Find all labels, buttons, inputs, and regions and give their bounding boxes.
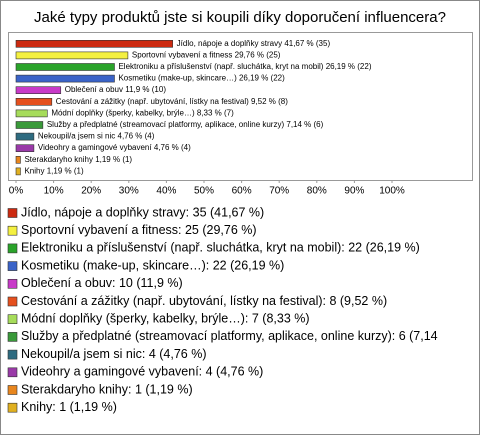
legend-swatch (7, 261, 18, 271)
legend-swatch (7, 278, 18, 289)
bar-category: Služby a předplatné (streamovací platfor… (47, 120, 285, 129)
bar-label: Módní doplňky (šperky, kabelky, brýle…) … (51, 109, 234, 118)
bar-label: Elektroniku a příslušenství (např. sluch… (118, 62, 371, 71)
value-label: 4,76 % (4) (154, 143, 191, 152)
x-tick-label: 40% (156, 186, 176, 197)
bar-category: Cestování a zážitky (např. ubytování, lí… (56, 97, 249, 106)
value-label: 29,76 % (25) (235, 51, 281, 60)
legend-label: Knihy: 1 (1,19 %) (21, 400, 117, 414)
bar (15, 132, 35, 141)
x-tick-label: 90% (344, 186, 364, 197)
value-label: 1,19 % (1) (95, 155, 132, 164)
legend-label: Elektroniku a příslušenství (např. sluch… (21, 241, 420, 255)
bar-category: Sportovní vybavení a fitness (132, 51, 233, 60)
bar-label: Nekoupil/a jsem si nic 4,76 % (4) (38, 132, 155, 141)
bar-category: Jídlo, nápoje a doplňky stravy (177, 39, 282, 48)
legend-label: Kosmetiku (make-up, skincare…): 22 (26,1… (21, 258, 284, 272)
x-tick-label: 80% (307, 186, 327, 197)
legend-label: Módní doplňky (šperky, kabelky, brýle…):… (21, 311, 310, 325)
bar-category: Videohry a gamingové vybavení (38, 143, 152, 152)
bar (15, 74, 115, 83)
x-tick-label: 20% (81, 186, 101, 197)
bar-label: Služby a předplatné (streamovací platfor… (47, 120, 324, 129)
bar (15, 86, 62, 94)
bar (15, 109, 48, 118)
value-label: 1,19 % (1) (47, 167, 84, 176)
legend-label: Jídlo, nápoje a doplňky stravy: 35 (41,6… (21, 205, 264, 219)
bar (15, 144, 35, 152)
legend-label: Služby a předplatné (streamovací platfor… (21, 329, 438, 343)
bar-category: Oblečení a obuv (65, 85, 123, 94)
legend-label: Sterakdaryho knihy: 1 (1,19 %) (21, 382, 193, 396)
bar-category: Sterakdaryho knihy (24, 155, 92, 164)
legend-swatch (7, 402, 18, 413)
bar-category: Kosmetiku (make-up, skincare…) (118, 74, 237, 83)
legend-label: Nekoupil/a jsem si nic: 4 (4,76 %) (21, 347, 207, 361)
legend-swatch (7, 385, 18, 395)
value-label: 4,76 % (4) (118, 132, 155, 141)
legend-label: Sportovní vybavení a fitness: 25 (29,76 … (21, 223, 257, 237)
bar-category: Knihy (24, 167, 44, 176)
x-tick-label: 30% (119, 186, 139, 197)
value-label: 11,9 % (10) (125, 85, 166, 94)
legend-swatch (7, 296, 18, 307)
bar-label: Knihy 1,19 % (1) (24, 167, 83, 176)
x-tick-label: 10% (44, 186, 64, 197)
value-label: 8,33 % (7) (197, 109, 234, 118)
x-tick-label: 50% (194, 186, 214, 197)
bar-label: Sterakdaryho knihy 1,19 % (1) (24, 155, 132, 164)
bar-label: Oblečení a obuv 11,9 % (10) (65, 85, 167, 94)
value-label: 41,67 % (35) (284, 39, 330, 48)
value-label: 7,14 % (6) (286, 120, 323, 129)
chart-title: Jaké typy produktů jste si koupili díky … (34, 9, 446, 26)
legend-swatch (7, 349, 18, 360)
bar-label: Jídlo, nápoje a doplňky stravy 41,67 % (… (177, 39, 331, 48)
bar (15, 156, 21, 164)
legend-label: Cestování a zážitky (např. ubytování, lí… (21, 294, 387, 308)
bar (15, 98, 53, 106)
legend-swatch (7, 314, 18, 325)
value-label: 26,19 % (22) (239, 74, 285, 83)
x-tick-label: 100% (379, 186, 405, 197)
legend-swatch (7, 225, 18, 236)
bar-category: Elektroniku a příslušenství (např. sluch… (118, 62, 323, 71)
bar (15, 39, 173, 48)
bar-label: Videohry a gamingové vybavení 4,76 % (4) (38, 143, 191, 152)
legend-swatch (7, 243, 18, 254)
x-tick-label: 0% (9, 186, 24, 197)
x-tick-label: 70% (269, 186, 289, 197)
bar (15, 121, 44, 129)
bar-label: Cestování a zážitky (např. ubytování, lí… (56, 97, 288, 106)
bar-category: Módní doplňky (šperky, kabelky, brýle…) (51, 109, 195, 118)
legend-label: Videohry a gamingové vybavení: 4 (4,76 %… (21, 365, 263, 379)
legend-swatch (7, 208, 18, 218)
bar-label: Kosmetiku (make-up, skincare…) 26,19 % (… (118, 74, 285, 83)
value-label: 9,52 % (8) (251, 97, 288, 106)
legend-label: Oblečení a obuv: 10 (11,9 %) (21, 276, 183, 290)
bar (15, 167, 21, 176)
bar (15, 63, 115, 71)
plot-frame (8, 32, 473, 181)
x-tick-label: 60% (232, 186, 252, 197)
legend-swatch (7, 332, 18, 342)
bar-category: Nekoupil/a jsem si nic (38, 132, 115, 141)
value-label: 26,19 % (22) (326, 62, 372, 71)
bar (15, 51, 129, 60)
bar-label: Sportovní vybavení a fitness 29,76 % (25… (132, 51, 281, 60)
legend-swatch (7, 367, 18, 378)
